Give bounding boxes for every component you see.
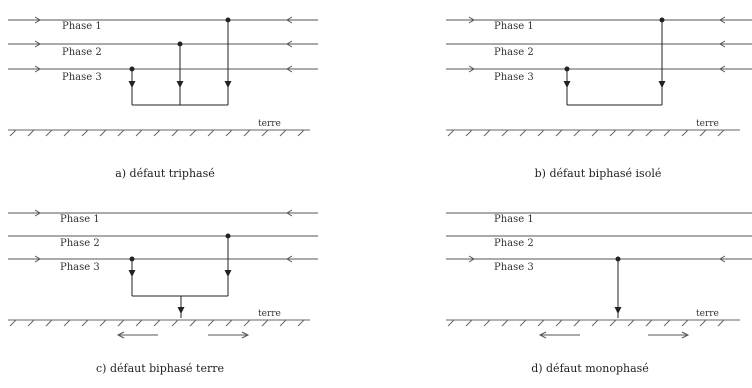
phase-1-label: Phase 1: [62, 21, 102, 32]
fault-connection: [564, 17, 665, 106]
fault-arrow-icon: [128, 270, 136, 277]
phase-2-label: Phase 2: [494, 238, 534, 249]
fault-arrow-icon: [658, 81, 666, 88]
ground-hatch: [8, 319, 310, 327]
phase-3-label: Phase 3: [494, 72, 534, 83]
fault-arrow-icon: [614, 307, 622, 314]
panel-b-caption: b) défaut biphasé isolé: [535, 167, 662, 180]
panel-c-caption: c) défaut biphasé terre: [96, 362, 224, 375]
ground-hatch: [446, 319, 740, 327]
fault-arrow-icon: [177, 307, 185, 314]
fault-arrow-icon: [224, 270, 232, 277]
fault-connection: [129, 233, 231, 318]
ground-label: terre: [696, 119, 719, 129]
phase-3-label: Phase 3: [62, 72, 102, 83]
panel-d-caption: d) défaut monophasé: [531, 362, 649, 375]
phase-2-label: Phase 2: [62, 47, 102, 58]
panel-c-biphase-terre: Phase 1 Phase 2 Phase 3 terre c) défaut …: [8, 209, 318, 375]
ground-label: terre: [258, 309, 281, 319]
fault-arrow-icon: [563, 81, 571, 88]
panel-d-monophase: Phase 1 Phase 2 Phase 3 terre d) défaut …: [446, 212, 752, 375]
ground-label: terre: [696, 309, 719, 319]
panel-a-triphase: Phase 1 Phase 2 Phase 3 terre a) défaut …: [8, 16, 318, 180]
fault-arrow-icon: [128, 81, 136, 88]
ground-label: terre: [258, 119, 281, 129]
panel-b-biphase-isole: Phase 1 Phase 2 Phase 3 terre b) défaut …: [446, 16, 752, 180]
ground-current-arrows: [116, 331, 250, 339]
phase-3-label: Phase 3: [60, 262, 100, 273]
fault-connection: [129, 17, 231, 106]
ground-hatch: [8, 129, 310, 137]
phase-1-label: Phase 1: [494, 214, 534, 225]
fault-arrow-icon: [176, 81, 184, 88]
fault-arrow-icon: [224, 81, 232, 88]
phase-2-label: Phase 2: [494, 47, 534, 58]
phase-3-label: Phase 3: [494, 262, 534, 273]
ground-hatch: [446, 129, 740, 137]
panel-a-caption: a) défaut triphasé: [115, 167, 215, 180]
phase-1-label: Phase 1: [60, 214, 100, 225]
phase-1-label: Phase 1: [494, 21, 534, 32]
ground-current-arrows: [538, 331, 690, 339]
phase-2-label: Phase 2: [60, 238, 100, 249]
